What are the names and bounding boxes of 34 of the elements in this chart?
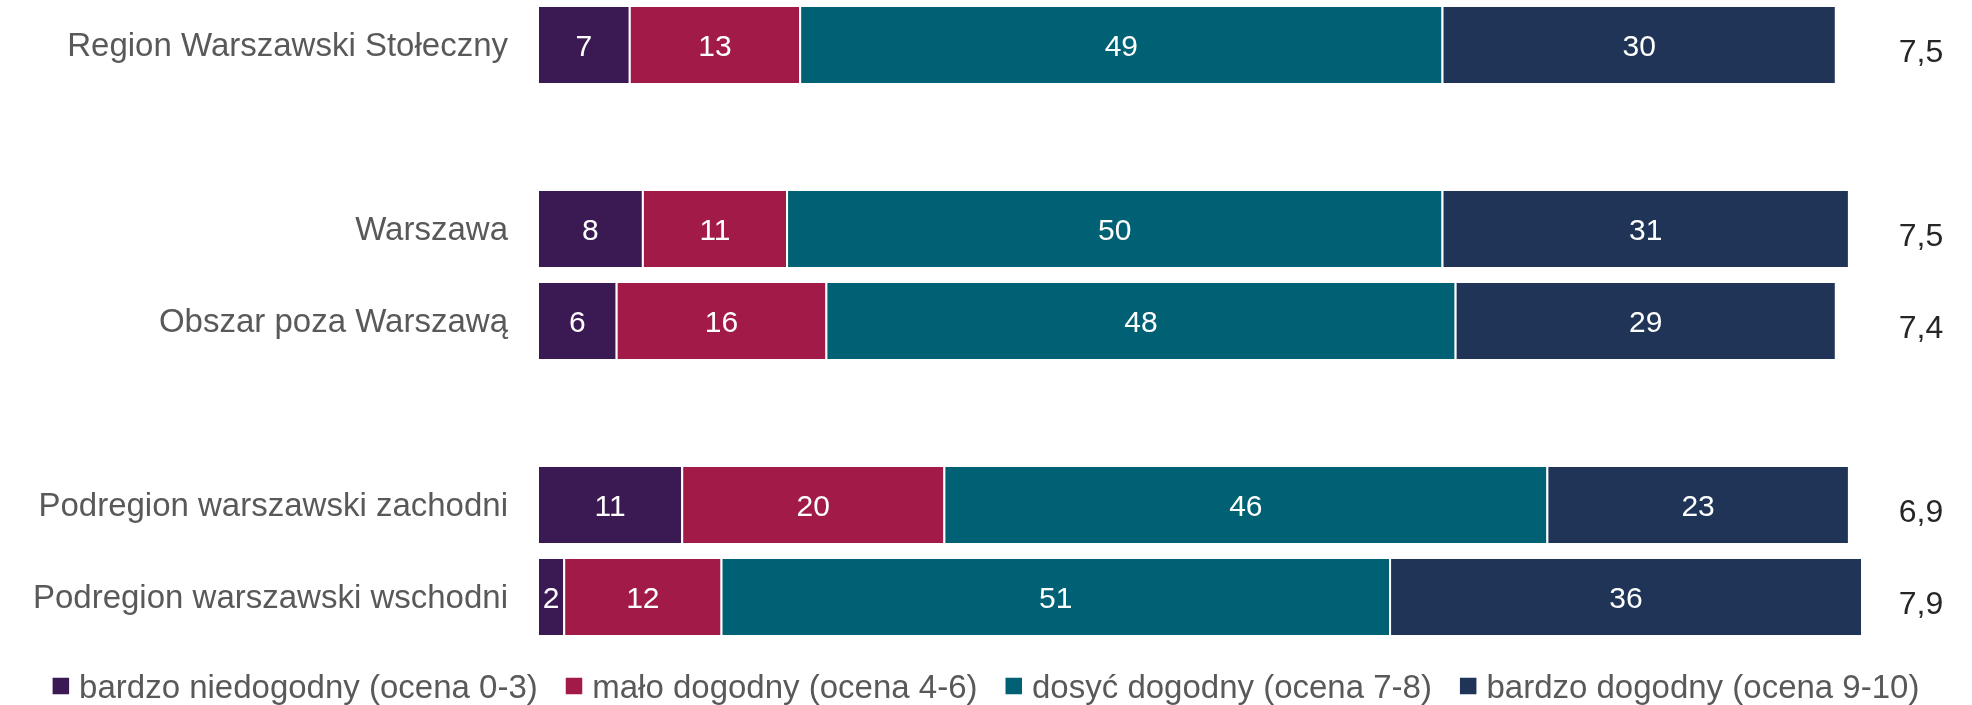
data-label: 16 [704,304,739,338]
data-label: 29 [1629,304,1663,338]
text: 7,4 [1898,309,1944,345]
text: 7,5 [1898,217,1944,253]
data-label: 8 [582,212,599,246]
data-label: 23 [1681,488,1715,522]
data-label: 36 [1609,580,1643,614]
data-label: 30 [1622,28,1656,62]
data-label: 2 [542,580,560,614]
data-label: 13 [698,28,732,62]
legend-label: mało dogodny (ocena 4-6) [592,667,978,705]
y-tick-label: Podregion warszawski wschodni [32,577,508,615]
y-tick-label: Obszar poza Warszawą [158,301,509,339]
text: 7,9 [1898,585,1944,621]
data-label: 6 [568,304,586,338]
legend-label: bardzo niedogodny (ocena 0-3) [79,667,538,705]
data-label: 11 [594,488,626,522]
data-label: 48 [1124,304,1158,338]
data-label: 49 [1104,28,1139,62]
data-label: 20 [796,488,830,522]
y-tick-label: Region Warszawski Stołeczny [67,25,509,63]
data-label: 7 [575,28,593,62]
text: 7,5 [1898,33,1944,69]
data-label: 12 [626,580,660,614]
data-label: 51 [1039,580,1073,614]
y-tick-label: Warszawa [355,209,509,247]
data-label: 11 [699,212,731,246]
data-label: 31 [1629,212,1663,246]
y-tick-label: Podregion warszawski zachodni [38,485,508,523]
legend-label: bardzo dogodny (ocena 9-10) [1486,667,1920,705]
legend-label: dosyć dogodny (ocena 7-8) [1032,667,1432,705]
text: 6,9 [1898,493,1944,529]
data-label: 46 [1229,488,1263,522]
data-label: 50 [1098,212,1132,246]
